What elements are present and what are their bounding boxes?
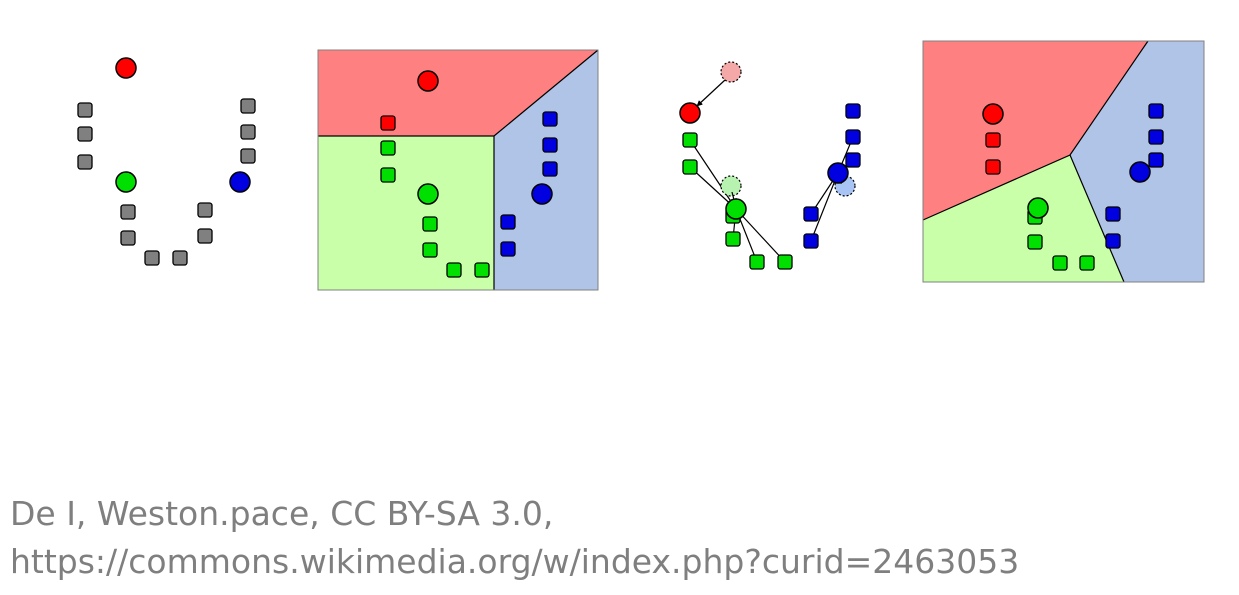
- green-region: [923, 155, 1124, 282]
- panel-frame: [922, 40, 1205, 283]
- green-point: [422, 216, 438, 232]
- assignment-line: [810, 172, 839, 242]
- blue-point: [542, 137, 558, 153]
- unassigned-point: [172, 250, 188, 266]
- blue-point: [1148, 103, 1164, 119]
- unassigned-point: [77, 102, 93, 118]
- green-mean: [417, 183, 439, 205]
- blue-point: [1148, 129, 1164, 145]
- blue-point: [803, 233, 819, 249]
- green-point: [1052, 255, 1068, 271]
- green-point: [777, 254, 793, 270]
- green-point: [749, 254, 765, 270]
- unassigned-point: [77, 154, 93, 170]
- green-point: [725, 231, 741, 247]
- attribution-caption-line-1: De I, Weston.pace, CC BY-SA 3.0,: [10, 494, 554, 533]
- green-point: [380, 167, 396, 183]
- panel-frame: [317, 49, 599, 291]
- panel-initial-means: [77, 57, 256, 266]
- movement-arrow: [696, 79, 726, 107]
- red-mean: [679, 102, 701, 124]
- boundary-line: [1069, 154, 1125, 283]
- blue-point: [845, 129, 861, 145]
- k-means-diagram: [77, 40, 1205, 291]
- previous-red-mean: [720, 61, 742, 83]
- red-mean: [115, 57, 137, 79]
- red-region: [318, 50, 598, 136]
- green-point: [422, 242, 438, 258]
- green-point: [1079, 255, 1095, 271]
- green-mean: [1027, 197, 1049, 219]
- panel-update-means: [679, 61, 861, 270]
- blue-mean: [827, 162, 849, 184]
- blue-point: [542, 111, 558, 127]
- unassigned-point: [197, 228, 213, 244]
- green-point: [1027, 234, 1043, 250]
- blue-point: [1148, 152, 1164, 168]
- assignment-line: [689, 139, 737, 210]
- blue-point: [1105, 206, 1121, 222]
- unassigned-point: [240, 148, 256, 164]
- blue-point: [1105, 233, 1121, 249]
- blue-point: [542, 161, 558, 177]
- assignment-line: [735, 208, 786, 263]
- blue-point: [845, 152, 861, 168]
- green-point: [446, 262, 462, 278]
- green-mean: [115, 171, 137, 193]
- unassigned-point: [197, 202, 213, 218]
- unassigned-point: [120, 204, 136, 220]
- green-point: [682, 159, 698, 175]
- previous-green-mean: [720, 175, 742, 197]
- blue-mean: [531, 183, 553, 205]
- red-point: [985, 159, 1001, 175]
- green-mean: [725, 198, 747, 220]
- red-region: [923, 41, 1148, 220]
- green-point: [474, 262, 490, 278]
- blue-point: [500, 241, 516, 257]
- blue-point: [803, 206, 819, 222]
- blue-mean: [1129, 161, 1151, 183]
- unassigned-point: [120, 230, 136, 246]
- blue-point: [500, 214, 516, 230]
- unassigned-point: [240, 98, 256, 114]
- blue-point: [845, 103, 861, 119]
- panel-reassignment: [922, 40, 1205, 283]
- red-point: [985, 132, 1001, 148]
- green-region: [318, 136, 494, 290]
- unassigned-point: [240, 124, 256, 140]
- panel-assignment: [317, 49, 599, 291]
- blue-region: [1070, 41, 1204, 282]
- unassigned-point: [144, 250, 160, 266]
- red-point: [380, 115, 396, 131]
- green-point: [380, 140, 396, 156]
- green-point: [682, 132, 698, 148]
- red-mean: [982, 103, 1004, 125]
- unassigned-point: [77, 126, 93, 142]
- red-mean: [417, 70, 439, 92]
- attribution-caption-line-2: https://commons.wikimedia.org/w/index.ph…: [10, 542, 1020, 581]
- blue-mean: [229, 171, 251, 193]
